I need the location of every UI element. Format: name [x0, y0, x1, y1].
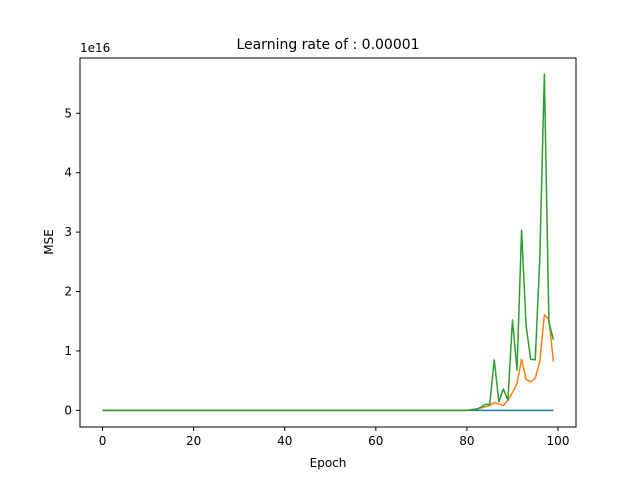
x-axis: 0 20 40 60 80 100 [99, 427, 570, 448]
x-tick-label: 0 [99, 434, 107, 448]
axes-frame [79, 57, 577, 428]
series-line-3 [102, 73, 555, 412]
y-axis: 0 1 2 3 4 5 [64, 106, 80, 417]
y-tick-label: 0 [64, 403, 72, 417]
x-tick-label: 40 [277, 434, 292, 448]
chart-title: Learning rate of : 0.00001 [236, 37, 419, 53]
y-tick-label: 2 [64, 285, 72, 299]
plot-area [102, 73, 555, 412]
y-axis-label: MSE [42, 229, 56, 255]
y-tick-label: 4 [64, 166, 72, 180]
y-tick-label: 3 [64, 225, 72, 239]
y-tick-label: 1 [64, 344, 72, 358]
series-line-2 [102, 313, 555, 412]
y-tick-label: 5 [64, 106, 72, 120]
x-tick-label: 80 [459, 434, 474, 448]
x-axis-label: Epoch [310, 456, 347, 470]
x-tick-label: 20 [186, 434, 201, 448]
x-tick-label: 60 [368, 434, 383, 448]
x-tick-label: 100 [547, 434, 570, 448]
y-scale-offset-label: 1e16 [80, 41, 110, 55]
